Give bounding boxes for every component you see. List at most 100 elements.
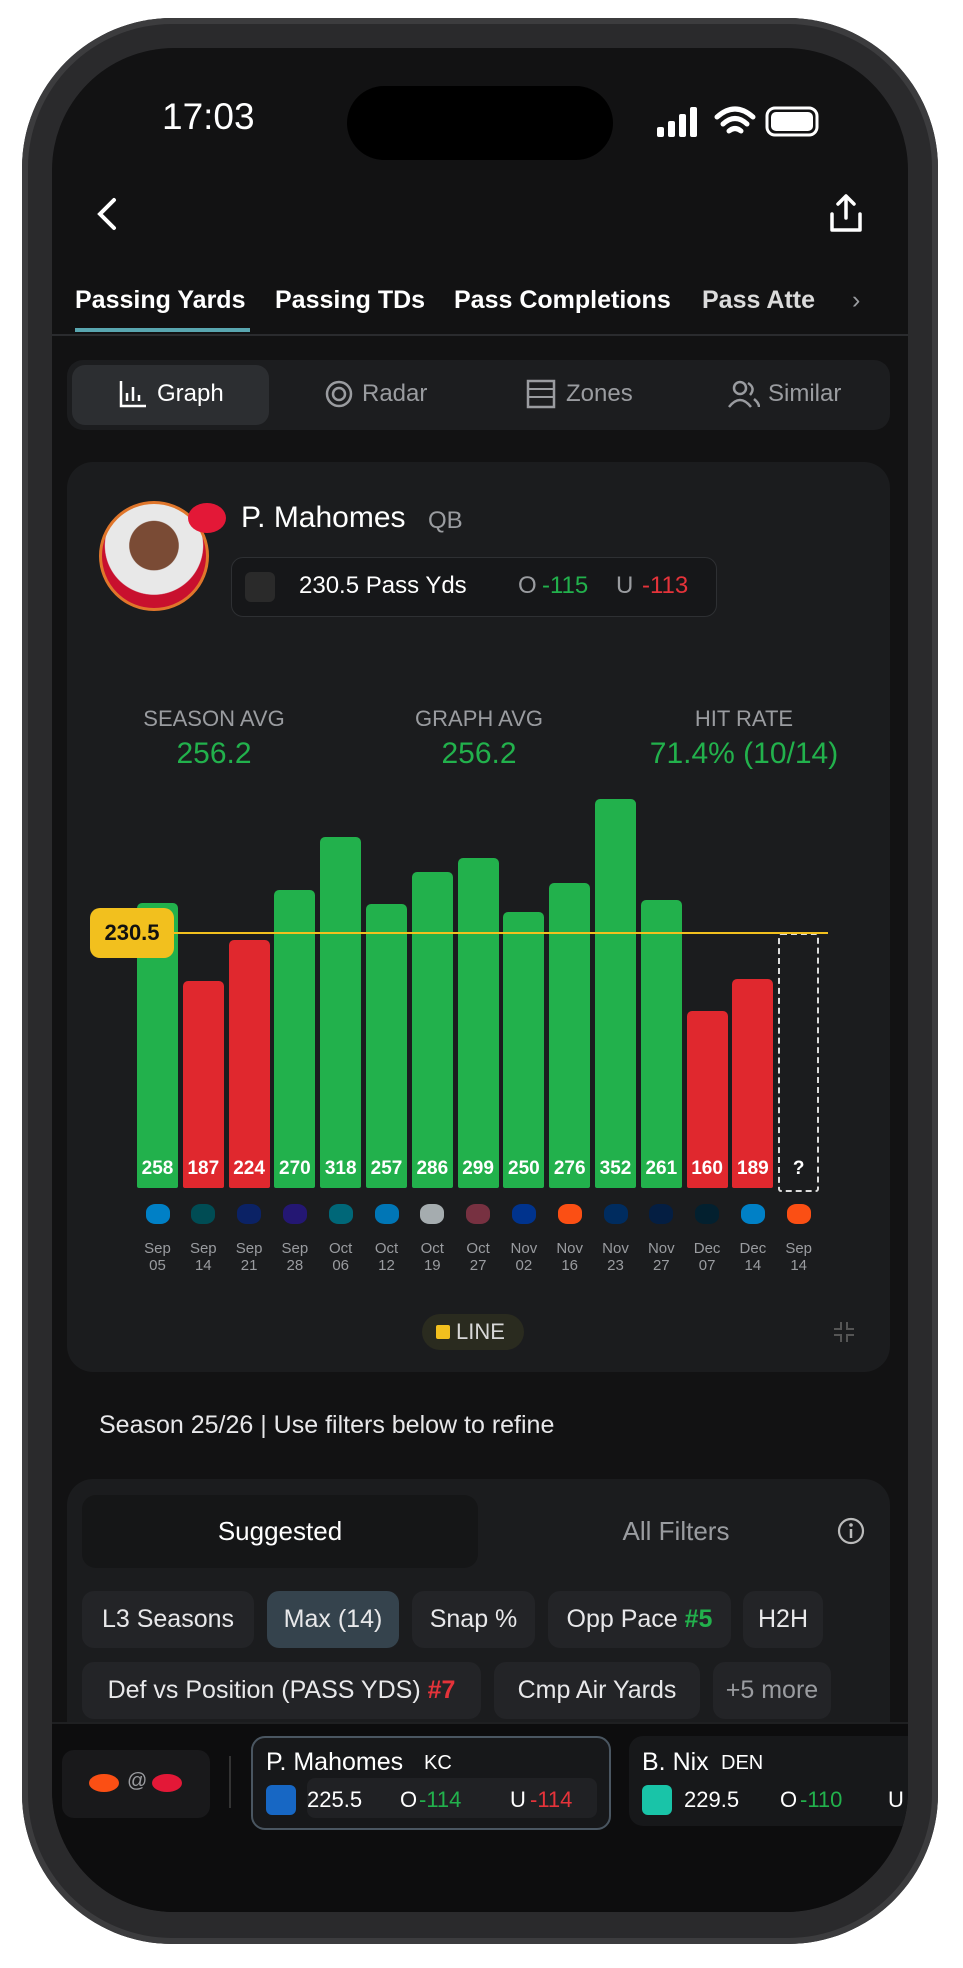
team-logo	[188, 503, 226, 533]
view-option[interactable]: Radar	[362, 380, 428, 407]
share-button[interactable]	[826, 192, 866, 236]
filter-chip[interactable]: Def vs Position (PASS YDS) #7	[82, 1662, 481, 1719]
value-label: 189	[737, 1158, 769, 1179]
info-icon[interactable]	[836, 1516, 866, 1546]
view-option[interactable]: Zones	[566, 380, 633, 407]
legend-swatch	[436, 1325, 450, 1339]
filter-chip[interactable]: H2H	[743, 1591, 823, 1648]
x-tick-label: Sep 21	[235, 1240, 263, 1274]
filter-chip[interactable]: L3 Seasons	[82, 1591, 254, 1648]
tile-line: 229.5	[684, 1787, 740, 1812]
value-label: 224	[233, 1158, 265, 1179]
over-label: O	[518, 572, 537, 599]
team-logo	[237, 1204, 262, 1224]
stat-tab[interactable]: Passing Yards	[75, 286, 246, 314]
stat-label: HIT RATE	[694, 706, 794, 731]
value-label: 276	[553, 1158, 586, 1179]
player-tile[interactable]	[629, 1736, 908, 1826]
view-option[interactable]: Similar	[768, 380, 842, 407]
stat-value: 256.2	[176, 737, 252, 770]
tile-line: 225.5	[307, 1787, 363, 1812]
bar	[320, 836, 362, 1188]
icon	[526, 379, 556, 409]
under-label: U	[888, 1787, 904, 1812]
x-tick-label: Sep 28	[281, 1240, 309, 1274]
stat-value: 256.2	[441, 737, 517, 770]
team-logo	[191, 1204, 216, 1224]
bar	[457, 857, 499, 1188]
chip-rank: #5	[684, 1605, 713, 1633]
prop-line: 230.5 Pass Yds	[299, 572, 467, 599]
team-logo	[511, 1204, 536, 1224]
bar	[228, 940, 270, 1188]
back-button[interactable]	[88, 194, 128, 234]
stat-value: 71.4% (10/14)	[649, 737, 839, 770]
chip-label: Opp Pace	[566, 1605, 678, 1633]
filter-chip[interactable]: Cmp Air Yards	[494, 1662, 700, 1719]
icon	[119, 381, 146, 408]
chip-label: Snap %	[429, 1605, 518, 1633]
tile-name: P. Mahomes	[266, 1748, 404, 1776]
under-label: U	[510, 1787, 526, 1812]
value-label: 352	[599, 1158, 632, 1179]
tile-team: DEN	[721, 1752, 764, 1774]
stat-tab[interactable]: Pass Completions	[454, 286, 671, 314]
team-logo	[603, 1204, 628, 1224]
view-selected	[72, 365, 269, 425]
filter-chip[interactable]: +5 more	[713, 1662, 831, 1719]
team-logo	[145, 1204, 170, 1224]
x-tick-label: Nov 23	[602, 1240, 629, 1274]
filter-chip[interactable]: Max (14)	[267, 1591, 399, 1648]
book-logo	[245, 572, 275, 602]
bar	[732, 979, 774, 1188]
value-label: 318	[324, 1158, 357, 1179]
screen: 17:03 Passing Yards Passing TDs Pass Com…	[52, 48, 908, 1912]
view-option[interactable]: Graph	[157, 380, 224, 407]
filter-chip[interactable]: Snap %	[412, 1591, 535, 1648]
team-logo	[152, 1774, 182, 1792]
x-tick-label: Oct 27	[466, 1240, 490, 1274]
filter-tab[interactable]: All Filters	[622, 1516, 730, 1546]
odds-pill[interactable]	[231, 557, 717, 617]
team-logo	[328, 1204, 353, 1224]
stat-tab[interactable]: Pass Atte	[702, 286, 816, 314]
icon	[728, 380, 760, 408]
threshold-label: 230.5	[90, 908, 174, 959]
tab-scroll-arrow[interactable]: ›	[852, 286, 861, 314]
bar	[686, 1011, 728, 1188]
filter-tab[interactable]: Suggested	[217, 1516, 343, 1546]
value-label: 160	[691, 1158, 723, 1179]
book-logo	[266, 1785, 296, 1815]
bar	[366, 904, 407, 1188]
collapse-icon[interactable]	[832, 1320, 856, 1344]
x-tick-label: Nov 16	[556, 1240, 584, 1274]
clock: 17:03	[162, 96, 255, 137]
divider	[52, 334, 908, 336]
team-logo	[466, 1204, 491, 1224]
filter-chip[interactable]: Opp Pace #5	[548, 1591, 731, 1648]
stat-label: SEASON AVG	[143, 706, 285, 731]
tile-team: KC	[424, 1752, 452, 1774]
team-logo	[89, 1774, 119, 1792]
icon	[325, 380, 353, 408]
x-tick-label: Oct 19	[420, 1240, 444, 1274]
odds-row	[307, 1778, 597, 1818]
stat-label: GRAPH AVG	[415, 706, 543, 731]
x-tick-label: Oct 12	[374, 1240, 399, 1274]
x-tick-label: Nov 02	[510, 1240, 538, 1274]
matchup-box[interactable]	[62, 1750, 210, 1818]
chip-label: Max (14)	[283, 1605, 383, 1633]
dynamic-island	[347, 86, 613, 160]
x-tick-label: Oct 06	[329, 1240, 353, 1274]
stat-tab[interactable]: Passing TDs	[275, 286, 426, 314]
player-position: QB	[428, 507, 463, 534]
value-label: ?	[792, 1158, 805, 1179]
over-label: O	[780, 1787, 798, 1812]
value-label: 187	[187, 1158, 220, 1179]
bar-chart: 258 Sep 05 187 Sep 14 224 Sep 21 270 Sep 28 318 O…	[52, 48, 908, 1912]
value-label: 257	[370, 1158, 403, 1179]
legend-label: LINE	[456, 1319, 505, 1344]
bar	[595, 799, 636, 1188]
bar	[640, 899, 682, 1188]
pending-bar	[778, 933, 820, 1192]
